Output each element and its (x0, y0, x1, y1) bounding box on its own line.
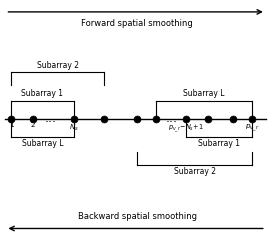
Text: ...: ... (165, 113, 177, 125)
Text: $N_s$: $N_s$ (69, 122, 79, 133)
Text: Subarray 2: Subarray 2 (36, 61, 79, 70)
Text: Subarray 1: Subarray 1 (198, 139, 240, 148)
Text: Subarray 1: Subarray 1 (21, 89, 64, 98)
Text: 2: 2 (31, 122, 35, 128)
Text: Subarray L: Subarray L (22, 139, 63, 148)
Text: Subarray 2: Subarray 2 (173, 167, 216, 176)
Text: ...: ... (45, 113, 57, 125)
Text: 1: 1 (9, 122, 13, 128)
Text: Forward spatial smoothing: Forward spatial smoothing (81, 19, 193, 28)
Text: Subarray L: Subarray L (183, 89, 225, 98)
Text: $p_{v\_r}\!-\!N_s\!+\!1$: $p_{v\_r}\!-\!N_s\!+\!1$ (169, 122, 204, 134)
Text: Backward spatial smoothing: Backward spatial smoothing (78, 212, 196, 221)
Text: $p_{v\_r}$: $p_{v\_r}$ (245, 122, 259, 134)
